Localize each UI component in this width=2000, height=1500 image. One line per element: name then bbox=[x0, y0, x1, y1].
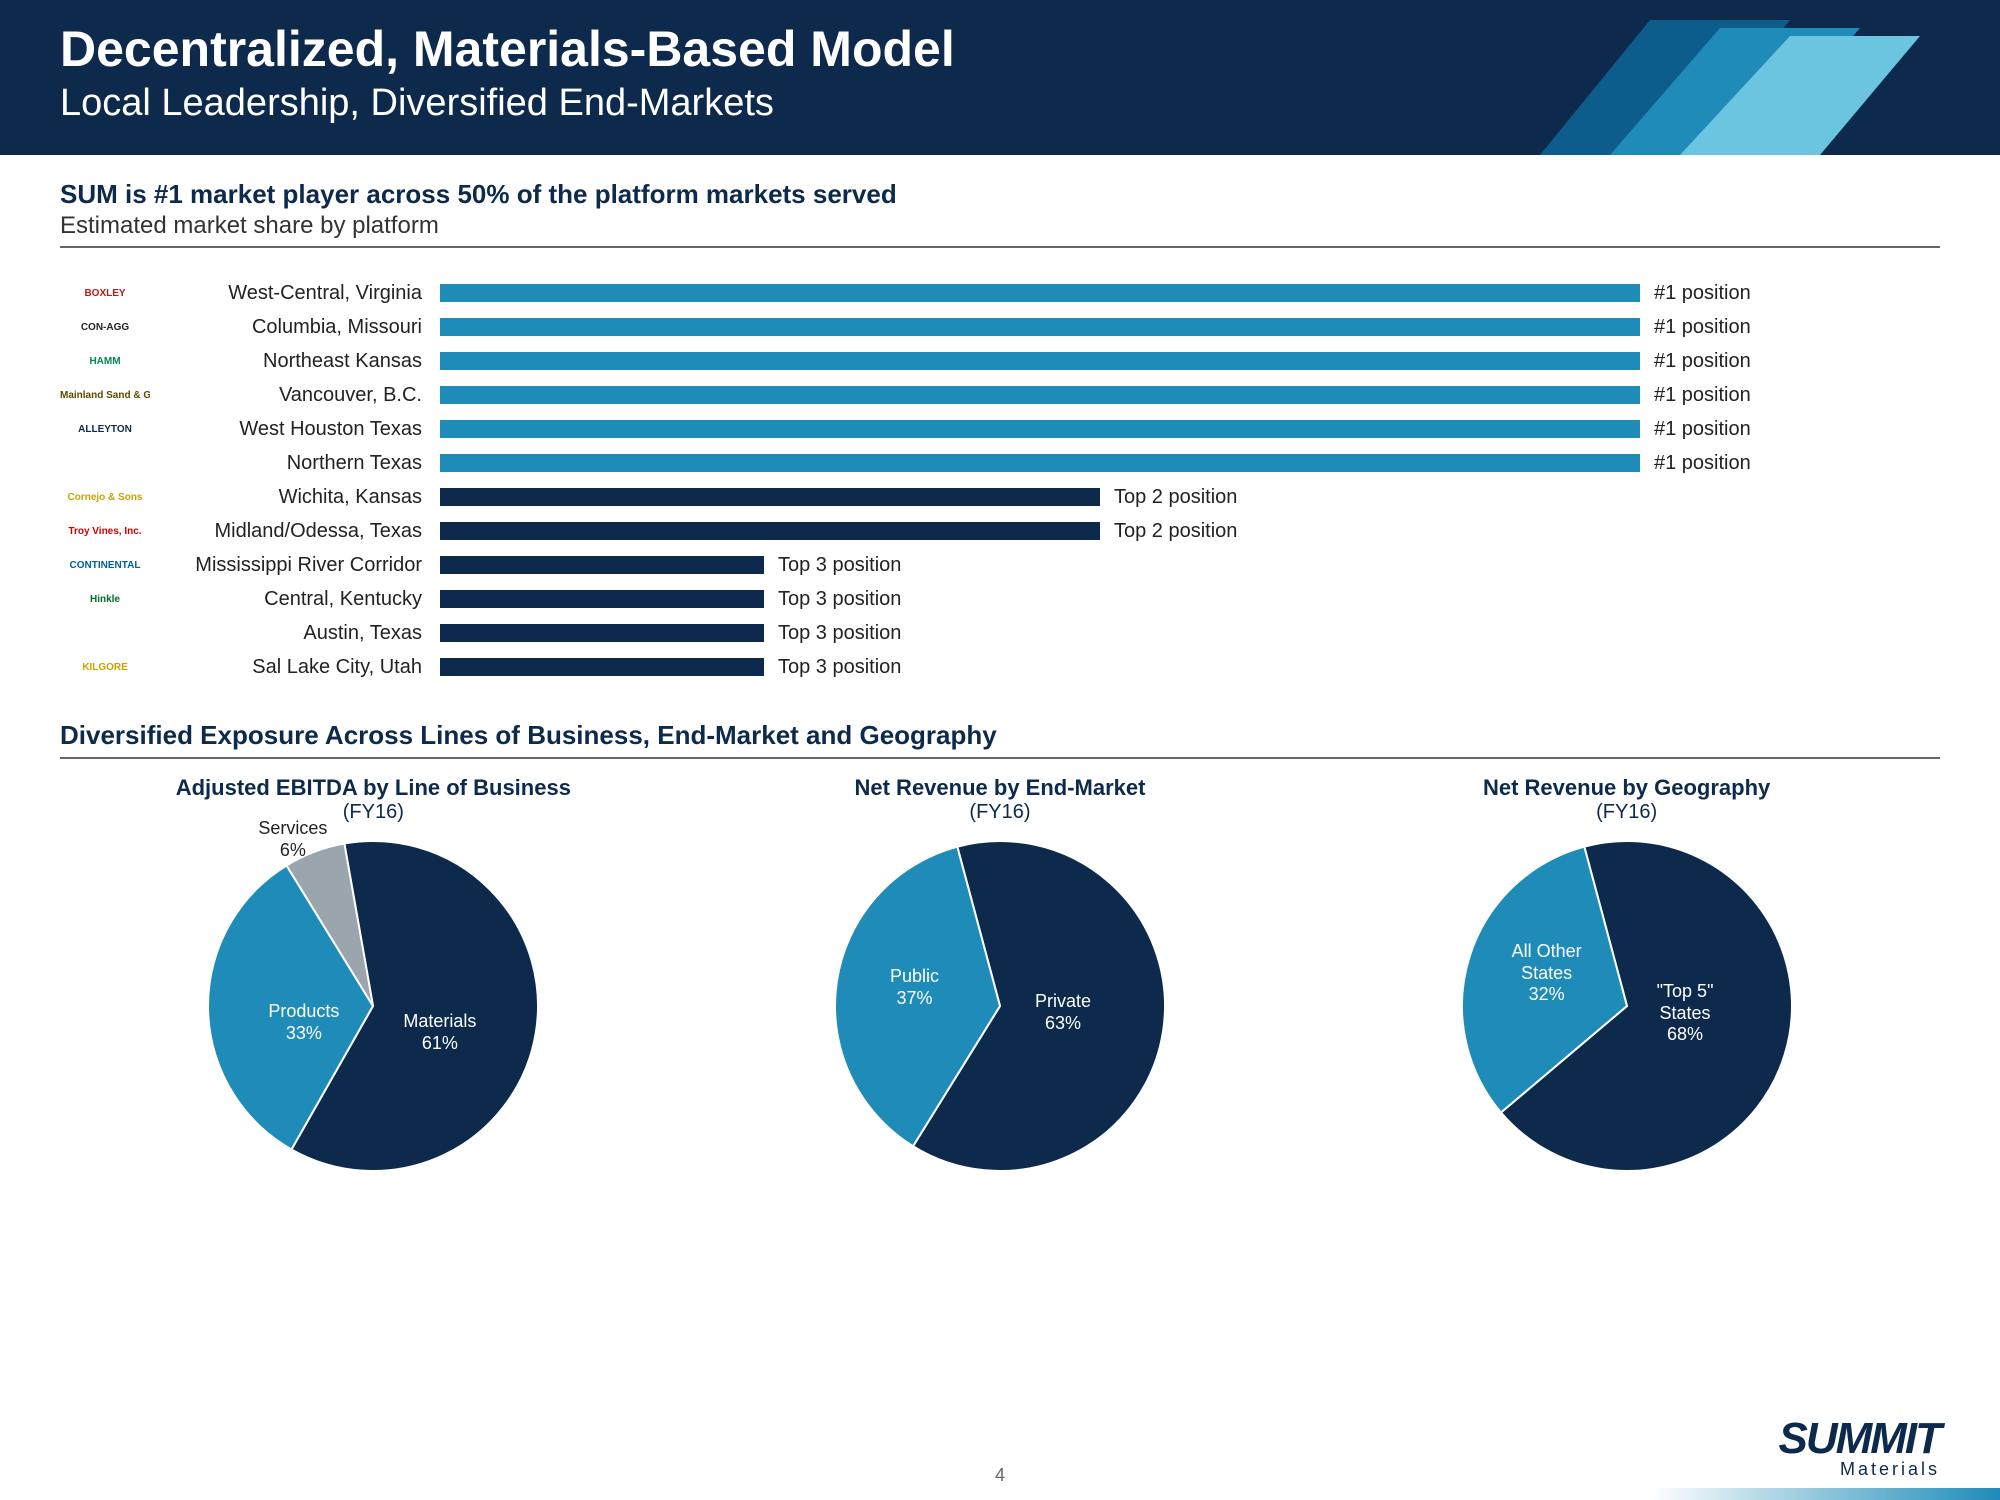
market-label: Vancouver, B.C. bbox=[150, 384, 440, 407]
footer-logo: SUMMIT Materials bbox=[1778, 1419, 1940, 1480]
market-label: Northern Texas bbox=[150, 452, 440, 475]
bar-row: ALLEYTONWest Houston Texas #1 position bbox=[60, 412, 1940, 446]
bar-track bbox=[440, 454, 1640, 472]
brand-name: SUMMIT bbox=[1778, 1419, 1940, 1459]
bar-row: KILGORESal Lake City, UtahTop 3 position bbox=[60, 650, 1940, 684]
bar-track bbox=[440, 420, 1640, 438]
pie-chart: Materials61%Products33%Services6% bbox=[203, 836, 543, 1176]
footer-swoosh bbox=[1650, 1488, 2000, 1500]
pie-title: Net Revenue by Geography bbox=[1347, 775, 1907, 801]
bar-fill bbox=[440, 658, 764, 676]
bar-fill bbox=[440, 284, 1640, 302]
bar-row: HinkleCentral, KentuckyTop 3 position bbox=[60, 582, 1940, 616]
bar-row: BOXLEYWest-Central, Virginia #1 position bbox=[60, 276, 1940, 310]
pie-slice-label: Products33% bbox=[268, 1001, 339, 1044]
bar-row: Troy Vines, Inc.Midland/Odessa, TexasTop… bbox=[60, 514, 1940, 548]
bar-track bbox=[440, 284, 1640, 302]
market-label: Wichita, Kansas bbox=[150, 486, 440, 509]
pie-slice-label: Services6% bbox=[258, 818, 327, 861]
company-logo: Mainland Sand & Gravel bbox=[60, 390, 150, 401]
position-label: #1 position bbox=[1640, 282, 1840, 305]
position-label: #1 position bbox=[1640, 316, 1840, 339]
market-label: Mississippi River Corridor bbox=[150, 554, 440, 577]
pie-subtitle: (FY16) bbox=[720, 801, 1280, 824]
bar-row: Cornejo & SonsWichita, KansasTop 2 posit… bbox=[60, 480, 1940, 514]
bar-fill bbox=[440, 488, 1100, 506]
company-logo: ALLEYTON bbox=[60, 424, 150, 435]
pie-block: Net Revenue by Geography(FY16) "Top 5"Sta… bbox=[1347, 775, 1907, 1176]
section1-subtitle: Estimated market share by platform bbox=[60, 212, 1940, 248]
pie-slice-label: Public37% bbox=[890, 966, 939, 1009]
bar-track bbox=[440, 386, 1640, 404]
pie-slice-label: Private63% bbox=[1035, 991, 1091, 1034]
bar-fill bbox=[440, 420, 1640, 438]
pie-block: Net Revenue by End-Market(FY16) Private63… bbox=[720, 775, 1280, 1176]
pie-subtitle: (FY16) bbox=[93, 801, 653, 824]
position-label: #1 position bbox=[1640, 350, 1840, 373]
position-label: #1 position bbox=[1640, 418, 1840, 441]
position-label: #1 position bbox=[1640, 384, 1840, 407]
section2-title: Diversified Exposure Across Lines of Bus… bbox=[60, 720, 1940, 759]
market-label: West-Central, Virginia bbox=[150, 282, 440, 305]
pie-charts-row: Adjusted EBITDA by Line of Business(FY16… bbox=[60, 775, 1940, 1176]
position-label: #1 position bbox=[1640, 452, 1840, 475]
company-logo: HAMM bbox=[60, 356, 150, 367]
bar-track bbox=[440, 488, 1640, 506]
pie-title: Net Revenue by End-Market bbox=[720, 775, 1280, 801]
company-logo: CON-AGG bbox=[60, 322, 150, 333]
bar-track bbox=[440, 556, 1640, 574]
company-logo: Cornejo & Sons bbox=[60, 492, 150, 503]
bar-fill bbox=[440, 556, 764, 574]
pie-slice-label: All OtherStates32% bbox=[1512, 941, 1582, 1006]
bar-fill bbox=[440, 352, 1640, 370]
bar-track bbox=[440, 352, 1640, 370]
pie-title: Adjusted EBITDA by Line of Business bbox=[93, 775, 653, 801]
market-label: Columbia, Missouri bbox=[150, 316, 440, 339]
bar-row: Mainland Sand & GravelVancouver, B.C. #1 … bbox=[60, 378, 1940, 412]
pie-block: Adjusted EBITDA by Line of Business(FY16… bbox=[93, 775, 653, 1176]
bar-track bbox=[440, 318, 1640, 336]
bar-track bbox=[440, 590, 1640, 608]
market-label: Sal Lake City, Utah bbox=[150, 656, 440, 679]
market-label: Midland/Odessa, Texas bbox=[150, 520, 440, 543]
pie-chart: Private63% Public37% bbox=[830, 836, 1170, 1176]
content-area: SUM is #1 market player across 50% of th… bbox=[0, 155, 2000, 1176]
company-logo: BOXLEY bbox=[60, 288, 150, 299]
section1-title: SUM is #1 market player across 50% of th… bbox=[60, 179, 1940, 210]
bar-row: HAMMNortheast Kansas #1 position bbox=[60, 344, 1940, 378]
market-label: Central, Kentucky bbox=[150, 588, 440, 611]
bar-track bbox=[440, 624, 1640, 642]
market-label: Austin, Texas bbox=[150, 622, 440, 645]
market-label: West Houston Texas bbox=[150, 418, 440, 441]
pie-chart: "Top 5"States68% All OtherStates32% bbox=[1457, 836, 1797, 1176]
company-logo: Troy Vines, Inc. bbox=[60, 526, 150, 537]
bar-fill bbox=[440, 318, 1640, 336]
bar-fill bbox=[440, 386, 1640, 404]
bar-fill bbox=[440, 522, 1100, 540]
bar-fill bbox=[440, 454, 1640, 472]
page-number: 4 bbox=[995, 1465, 1005, 1486]
company-logo: CONTINENTAL bbox=[60, 560, 150, 571]
company-logo: KILGORE bbox=[60, 662, 150, 673]
bar-track bbox=[440, 522, 1640, 540]
bar-fill bbox=[440, 624, 764, 642]
market-share-bar-chart: BOXLEYWest-Central, Virginia#1 positionC… bbox=[60, 276, 1940, 684]
header-accent bbox=[1540, 10, 1920, 155]
bar-row: Austin, TexasTop 3 position bbox=[60, 616, 1940, 650]
bar-fill bbox=[440, 590, 764, 608]
pie-subtitle: (FY16) bbox=[1347, 801, 1907, 824]
pie-slice-label: "Top 5"States68% bbox=[1657, 981, 1714, 1046]
bar-row: CON-AGGColumbia, Missouri #1 position bbox=[60, 310, 1940, 344]
company-logo: Hinkle bbox=[60, 594, 150, 605]
pie-slice-label: Materials61% bbox=[403, 1011, 476, 1054]
bar-row: Northern Texas #1 position bbox=[60, 446, 1940, 480]
bar-row: CONTINENTALMississippi River CorridorTop… bbox=[60, 548, 1940, 582]
market-label: Northeast Kansas bbox=[150, 350, 440, 373]
bar-track bbox=[440, 658, 1640, 676]
slide-header: Decentralized, Materials-Based Model Loc… bbox=[0, 0, 2000, 155]
